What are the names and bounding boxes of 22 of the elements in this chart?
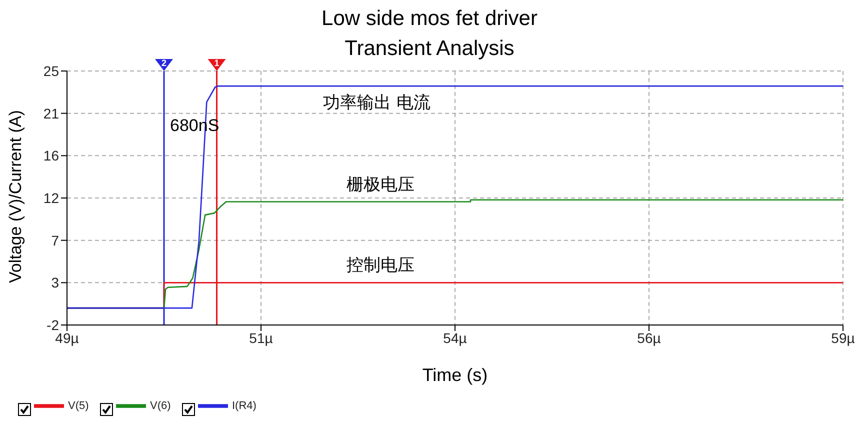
x-tick-label: 59µ [831, 330, 855, 346]
y-tick-label: 12 [43, 190, 60, 206]
legend-label: I(R4) [232, 400, 256, 412]
legend-label: V(5) [68, 400, 89, 412]
chart-subtitle: Transient Analysis [344, 37, 514, 60]
x-tick-label: 54µ [443, 330, 467, 346]
annotation: 控制电压 [346, 256, 414, 276]
annotation: 1 [214, 58, 220, 68]
y-axis-title: Voltage (V)/Current (A) [6, 110, 26, 283]
x-tick-label: 51µ [249, 330, 273, 346]
x-axis-title: Time (s) [422, 365, 488, 385]
annotation: 2 [161, 58, 167, 68]
y-tick-label: 16 [43, 148, 60, 164]
y-tick-label: 21 [43, 105, 60, 122]
y-tick-label: 3 [51, 274, 60, 291]
annotation: 功率输出 电流 [323, 93, 430, 114]
chart-title: Low side mos fet driver [320, 6, 538, 32]
annotation: 栅极电压 [346, 174, 414, 195]
y-tick-label: 7 [51, 232, 60, 248]
legend-label: V(6) [150, 400, 171, 412]
y-tick-label: 25 [43, 62, 60, 79]
x-tick-label: 56µ [637, 330, 661, 346]
